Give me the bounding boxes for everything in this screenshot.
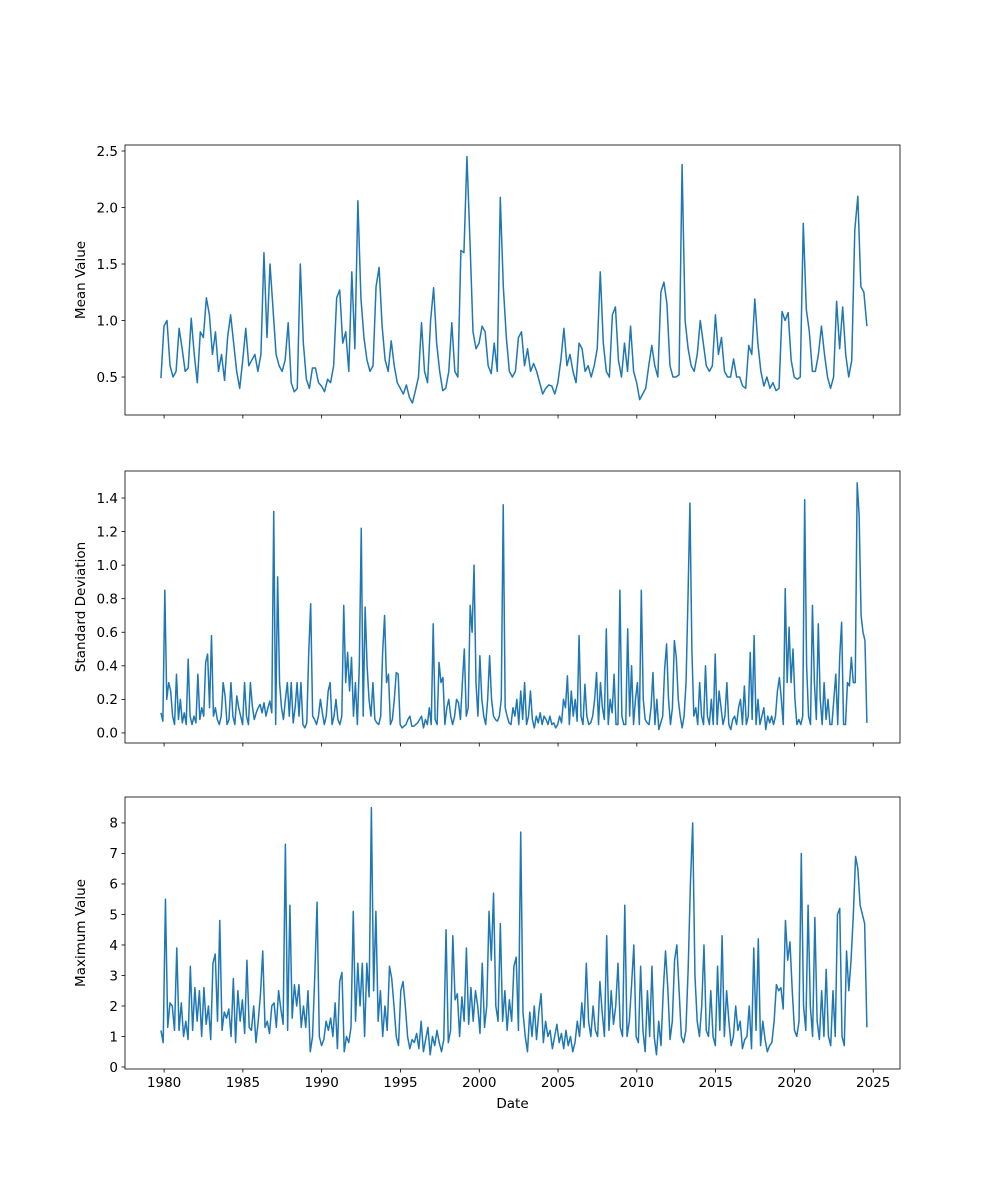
x-tick-label: 2020 — [777, 1075, 811, 1091]
x-tick-label: 1985 — [226, 1075, 260, 1091]
x-tick-label: 2015 — [698, 1075, 732, 1091]
y-tick-label: 0.6 — [97, 625, 118, 641]
x-tick-label: 1980 — [147, 1075, 181, 1091]
y-tick-label: 7 — [109, 846, 118, 862]
y-axis-label: Standard Deviation — [73, 542, 89, 672]
y-tick-label: 2.0 — [97, 200, 118, 216]
x-tick-label: 1995 — [383, 1075, 417, 1091]
x-tick-label: 2010 — [620, 1075, 654, 1091]
axes-frame — [124, 470, 901, 744]
y-axis-label: Maximum Value — [73, 879, 89, 987]
subplot-3: 0 1 2 3 4 5 6 7 8 Maximum Value 1980 1985 1990 1995 20… — [73, 796, 901, 1112]
y-tick-label: 2.5 — [97, 144, 118, 160]
y-tick-label: 0.0 — [97, 726, 118, 742]
y-tick-label: 4 — [109, 938, 118, 954]
axes-frame — [124, 144, 901, 416]
series-line — [160, 806, 868, 1056]
x-tick-label: 2005 — [541, 1075, 575, 1091]
y-tick-label: 0.8 — [97, 591, 118, 607]
x-tick-label: 2025 — [856, 1075, 890, 1091]
x-tick-label: 1990 — [304, 1075, 338, 1091]
y-tick-label: 3 — [109, 968, 118, 984]
series-line — [160, 482, 868, 731]
series-line — [160, 155, 868, 404]
y-tick-label: 1.2 — [97, 524, 118, 540]
y-tick-label: 5 — [109, 907, 118, 923]
y-tick-label: 2 — [109, 999, 118, 1015]
y-tick-label: 1.4 — [97, 491, 118, 507]
y-tick-label: 6 — [109, 877, 118, 893]
y-tick-label: 1 — [109, 1029, 118, 1045]
y-axis-label: Mean Value — [73, 241, 89, 319]
subplot-1: 0.5 1.0 1.5 2.0 2.5 Mean Value — [73, 144, 901, 419]
y-tick-label: 1.0 — [97, 313, 118, 329]
y-tick-label: 8 — [109, 816, 118, 832]
y-tick-label: 0.4 — [97, 659, 118, 675]
y-tick-label: 1.5 — [97, 257, 118, 273]
y-tick-label: 0.5 — [97, 370, 118, 386]
y-tick-label: 1.0 — [97, 558, 118, 574]
y-tick-label: 0.2 — [97, 692, 118, 708]
axes-frame — [124, 796, 901, 1070]
x-tick-label: 2000 — [462, 1075, 496, 1091]
subplot-2: 0.0 0.2 0.4 0.6 0.8 1.0 1.2 1.4 Standard Deviati… — [73, 470, 901, 747]
y-tick-label: 0 — [109, 1060, 118, 1076]
x-axis-label: Date — [496, 1096, 528, 1112]
